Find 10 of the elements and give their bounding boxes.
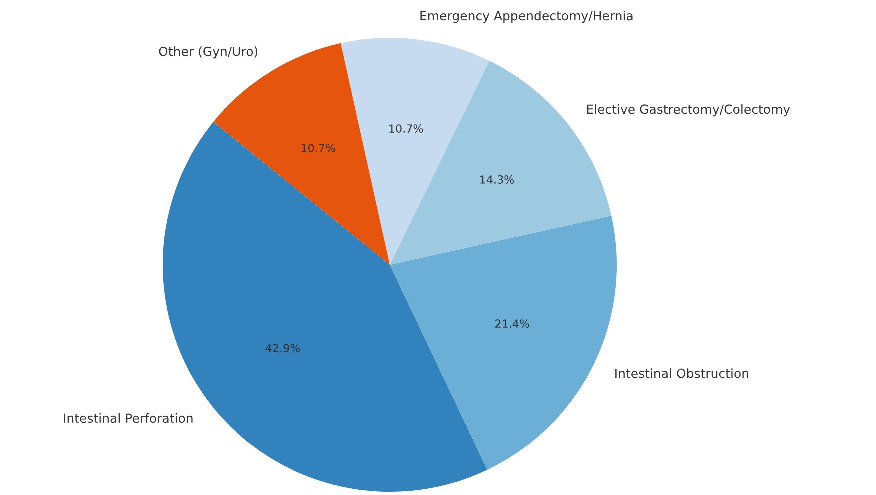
slice-label: Intestinal Obstruction [616,368,748,378]
data-label: 14.3% [480,176,514,184]
slice-label: Intestinal Perforation [64,413,193,424]
data-label: 21.4% [496,320,530,328]
slice-label: Emergency Appendectomy/Hernia [420,10,633,24]
slice-label: Elective Gastrectomy/Colectomy [587,104,790,117]
data-label: 10.7% [302,144,336,152]
slice-label: Other (Gyn/Uro) [159,46,258,59]
data-label: 10.7% [390,124,424,133]
data-label: 42.9% [266,344,300,352]
